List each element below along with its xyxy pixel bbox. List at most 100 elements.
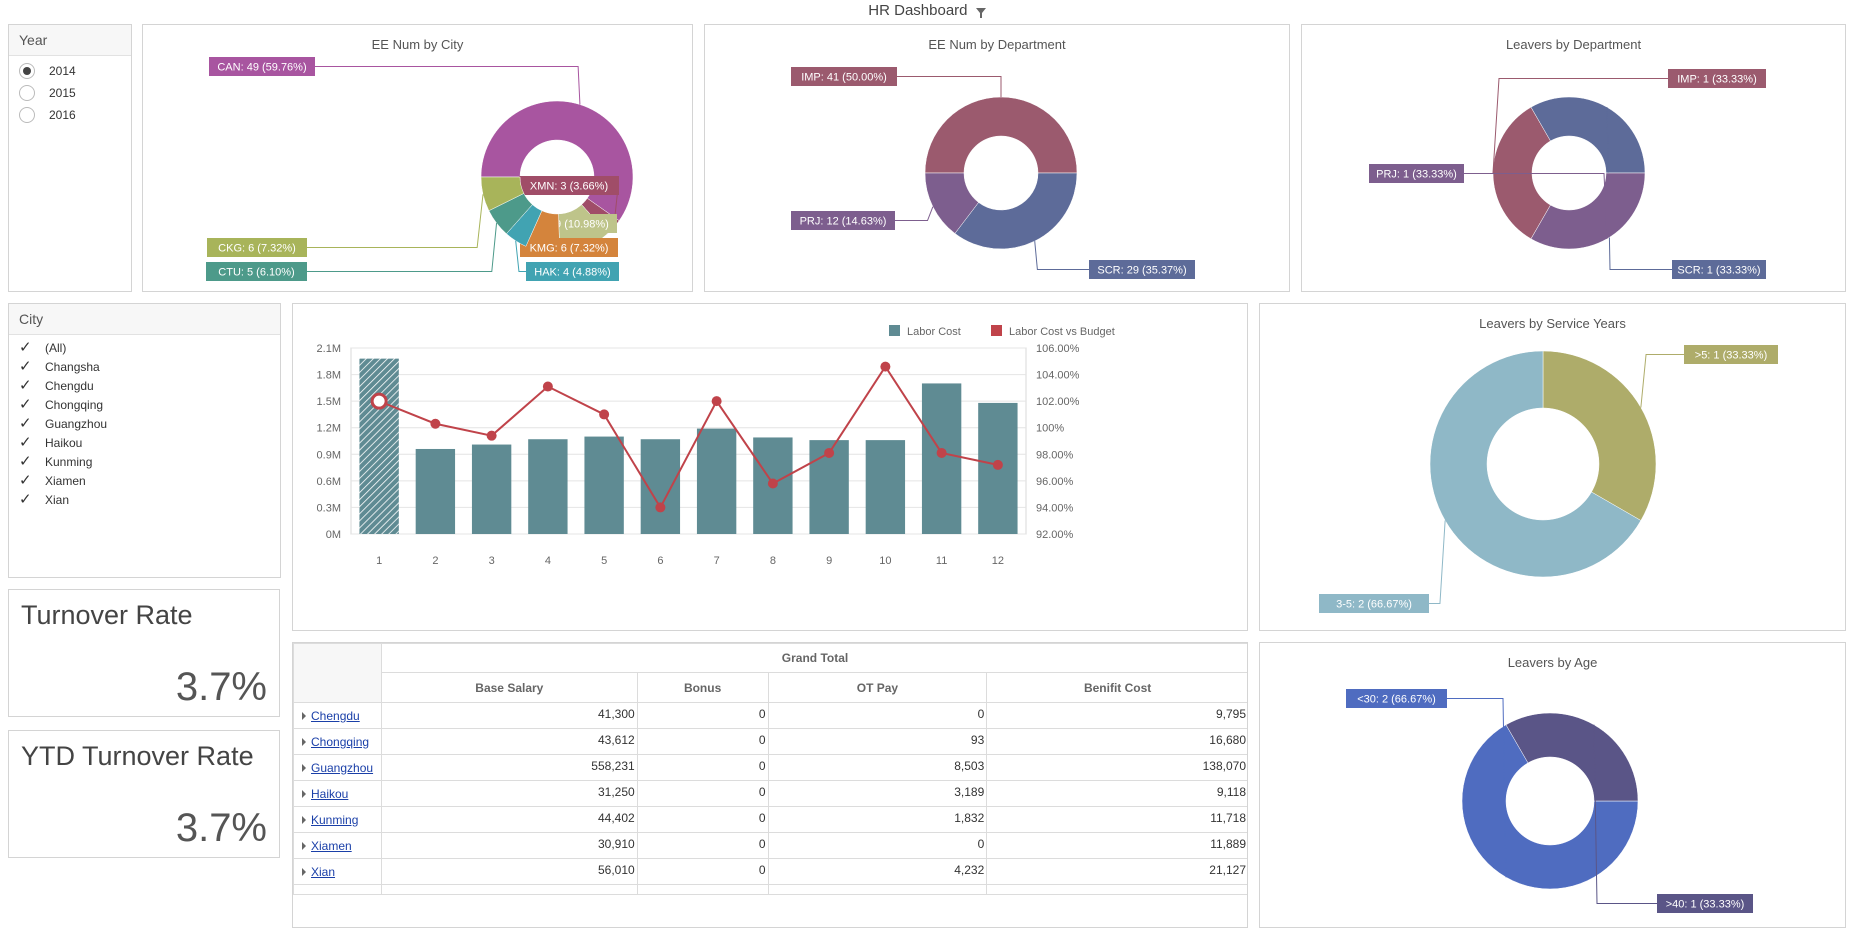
pivot-corner <box>293 643 382 703</box>
y-left-tick-label: 0.6M <box>317 476 341 488</box>
expand-icon[interactable] <box>302 790 306 799</box>
data-label-box <box>791 211 895 230</box>
city-option[interactable]: ✓ Xiamen <box>9 471 280 490</box>
city-option[interactable]: ✓ Chengdu <box>9 376 280 395</box>
city-link[interactable]: Guangzhou <box>311 760 374 775</box>
radio-button[interactable] <box>19 107 35 123</box>
leavers-by-service-panel: Leavers by Service Years >5: 1 (33.33%) 3… <box>1259 303 1846 631</box>
data-label-box <box>1668 69 1766 88</box>
pivot-column-header[interactable]: Bonus <box>636 672 769 703</box>
data-label-box <box>1657 894 1753 913</box>
city-option[interactable]: ✓ Kunming <box>9 452 280 471</box>
y-right-tick-label: 100% <box>1036 423 1064 435</box>
donut-slice <box>1542 350 1657 521</box>
data-label: PRJ: 1 (33.33%) <box>1376 169 1457 181</box>
pivot-column-header[interactable]: OT Pay <box>767 672 988 703</box>
checkbox-checked-icon[interactable]: ✓ <box>19 414 32 432</box>
city-option[interactable]: ✓ Chongqing <box>9 395 280 414</box>
pivot-column-header[interactable]: Benifit Cost <box>986 672 1247 703</box>
city-link[interactable]: Kunming <box>311 812 359 827</box>
data-label: KMG: 6 (7.32%) <box>530 243 609 255</box>
year-option-2016[interactable]: 2016 <box>9 104 131 126</box>
radio-button[interactable] <box>19 63 35 79</box>
bar <box>696 428 737 534</box>
city-option[interactable]: ✓ Changsha <box>9 357 280 376</box>
city-option[interactable]: ✓ (All) <box>9 338 280 357</box>
checkbox-checked-icon[interactable]: ✓ <box>19 357 32 375</box>
legend-label: Labor Cost vs Budget <box>1009 326 1115 338</box>
filter-icon[interactable] <box>975 6 986 23</box>
table-cell: 0 <box>636 832 769 859</box>
row-header: Kunming <box>293 806 382 833</box>
expand-icon[interactable] <box>302 764 306 773</box>
data-label: <30: 2 (66.67%) <box>1357 694 1436 706</box>
chart-title: EE Num by Department <box>928 37 1066 52</box>
city-link[interactable]: Haikou <box>311 786 349 801</box>
checkbox-checked-icon[interactable]: ✓ <box>19 471 32 489</box>
checkbox-checked-icon[interactable]: ✓ <box>19 452 32 470</box>
ytd-turnover-rate-value: 3.7% <box>175 806 267 850</box>
turnover-rate-value: 3.7% <box>175 665 267 709</box>
leader-line <box>895 206 934 221</box>
line-point <box>542 381 553 392</box>
city-link[interactable]: Chengdu <box>311 708 360 723</box>
year-option-2014[interactable]: 2014 <box>9 60 131 82</box>
expand-icon[interactable] <box>302 712 306 721</box>
data-label: PRJ: 12 (14.63%) <box>800 216 887 228</box>
table-row-partial <box>293 884 1247 895</box>
year-option-2015[interactable]: 2015 <box>9 82 131 104</box>
checkbox-checked-icon[interactable]: ✓ <box>19 490 32 508</box>
y-left-tick-label: 0.3M <box>317 502 341 514</box>
table-row: Xian 56,010 0 4,232 21,127 <box>293 858 1247 885</box>
city-option[interactable]: ✓ Xian <box>9 490 280 509</box>
city-option-label: Kunming <box>45 454 93 469</box>
line-point <box>880 361 891 372</box>
data-label: >5: 1 (33.33%) <box>1695 350 1767 362</box>
table-cell: 0 <box>636 780 769 807</box>
data-label: CAN: 49 (59.76%) <box>217 62 306 74</box>
city-option[interactable]: ✓ Guangzhou <box>9 414 280 433</box>
city-link[interactable]: Xian <box>311 864 336 879</box>
expand-icon[interactable] <box>302 868 306 877</box>
line-point <box>767 478 778 489</box>
city-option-label: Xian <box>45 492 70 507</box>
y-right-tick-label: 94.00% <box>1036 502 1074 514</box>
row-header: Guangzhou <box>293 754 382 781</box>
row-header: Xiamen <box>293 832 382 859</box>
expand-icon[interactable] <box>302 842 306 851</box>
leader-line <box>1640 354 1684 408</box>
data-label: IMP: 1 (33.33%) <box>1677 74 1756 86</box>
year-option-label: 2015 <box>49 86 76 100</box>
table-cell: 0 <box>636 858 769 885</box>
checkbox-checked-icon[interactable]: ✓ <box>19 395 32 413</box>
expand-icon[interactable] <box>302 816 306 825</box>
year-filter-label: Year <box>9 25 131 56</box>
ee-by-city-panel: EE Num by City CAN: 49 (59.76%) XMN: 3 (3… <box>142 24 693 292</box>
x-tick-label: 4 <box>545 555 551 567</box>
y-left-tick-label: 0.9M <box>317 449 341 461</box>
table-cell: 43,612 <box>380 728 638 755</box>
data-label-box <box>520 238 618 257</box>
table-cell: 21,127 <box>986 858 1247 885</box>
table-cell <box>293 884 382 895</box>
data-label: SCR: 1 (33.33%) <box>1677 265 1760 277</box>
expand-icon[interactable] <box>302 738 306 747</box>
city-link[interactable]: Xiamen <box>311 838 352 853</box>
city-option-label: Guangzhou <box>45 416 108 431</box>
checkbox-checked-icon[interactable]: ✓ <box>19 433 32 451</box>
data-label-box <box>1346 689 1447 708</box>
pivot-column-header[interactable]: Base Salary <box>380 672 638 703</box>
city-option[interactable]: ✓ Haikou <box>9 433 280 452</box>
checkbox-checked-icon[interactable]: ✓ <box>19 338 32 356</box>
line-point <box>711 396 722 407</box>
x-tick-label: 5 <box>601 555 607 567</box>
table-cell: 138,070 <box>986 754 1247 781</box>
labor-cost-chart: 0M 0.3M 0.6M 0.9M 1.2M 1.5M 1.8M 2.1M 92.00% 94.0… <box>317 325 1115 567</box>
table-cell: 0 <box>636 754 769 781</box>
checkbox-checked-icon[interactable]: ✓ <box>19 376 32 394</box>
donut-slice <box>1505 712 1639 802</box>
radio-button[interactable] <box>19 85 35 101</box>
city-link[interactable]: Chongqing <box>311 734 370 749</box>
ee-by-dept-panel: EE Num by Department IMP: 41 (50.00%) SCR… <box>704 24 1290 292</box>
table-cell: 0 <box>636 702 769 729</box>
